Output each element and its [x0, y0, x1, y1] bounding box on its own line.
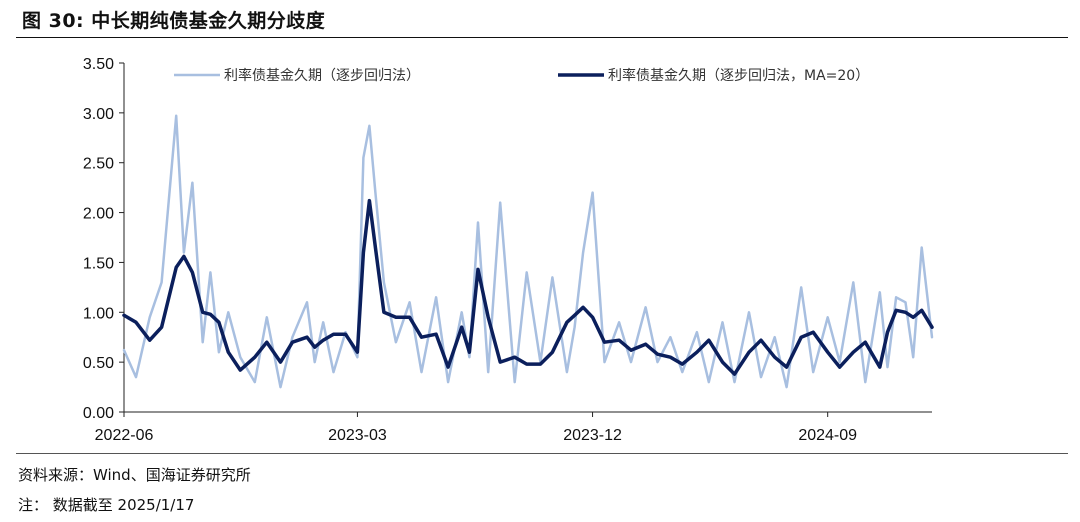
chart-area: 0.00 0.50 1.00 1.50 2.00 2.50 3.00 3.50 2022-06 2… — [83, 56, 934, 444]
y-tick-label: 0.50 — [83, 355, 114, 372]
y-tick-label: 3.50 — [83, 56, 114, 73]
legend: 利率债基金久期（逐步回归法） 利率债基金久期（逐步回归法，MA=20） — [174, 67, 869, 84]
y-tick-label: 1.50 — [83, 255, 114, 272]
y-tick-label: 2.00 — [83, 206, 114, 223]
title-rule — [16, 37, 1068, 38]
source-rule — [16, 453, 1068, 454]
note-text: 注： 数据截至 2025/1/17 — [18, 496, 195, 514]
y-tick-label: 0.00 — [83, 405, 114, 422]
y-tick-label: 1.00 — [83, 305, 114, 322]
x-tick-label: 2023-12 — [563, 427, 622, 444]
y-tick-label: 3.00 — [83, 106, 114, 123]
source-text: 资料来源：Wind、国海证券研究所 — [18, 466, 251, 484]
axes: 0.00 0.50 1.00 1.50 2.00 2.50 3.00 3.50 2022-06 2… — [83, 56, 932, 444]
figure-title: 图 30: 中长期纯债基金久期分歧度 — [22, 10, 326, 32]
series-line-raw — [122, 114, 934, 389]
x-tick-label: 2023-03 — [328, 427, 387, 444]
series-line-ma20 — [122, 198, 934, 376]
legend-label: 利率债基金久期（逐步回归法） — [224, 67, 420, 84]
x-tick-label: 2024-09 — [798, 427, 857, 444]
x-tick-label: 2022-06 — [95, 427, 154, 444]
legend-label: 利率债基金久期（逐步回归法，MA=20） — [608, 67, 869, 84]
series-layer — [122, 114, 934, 389]
y-tick-label: 2.50 — [83, 156, 114, 173]
